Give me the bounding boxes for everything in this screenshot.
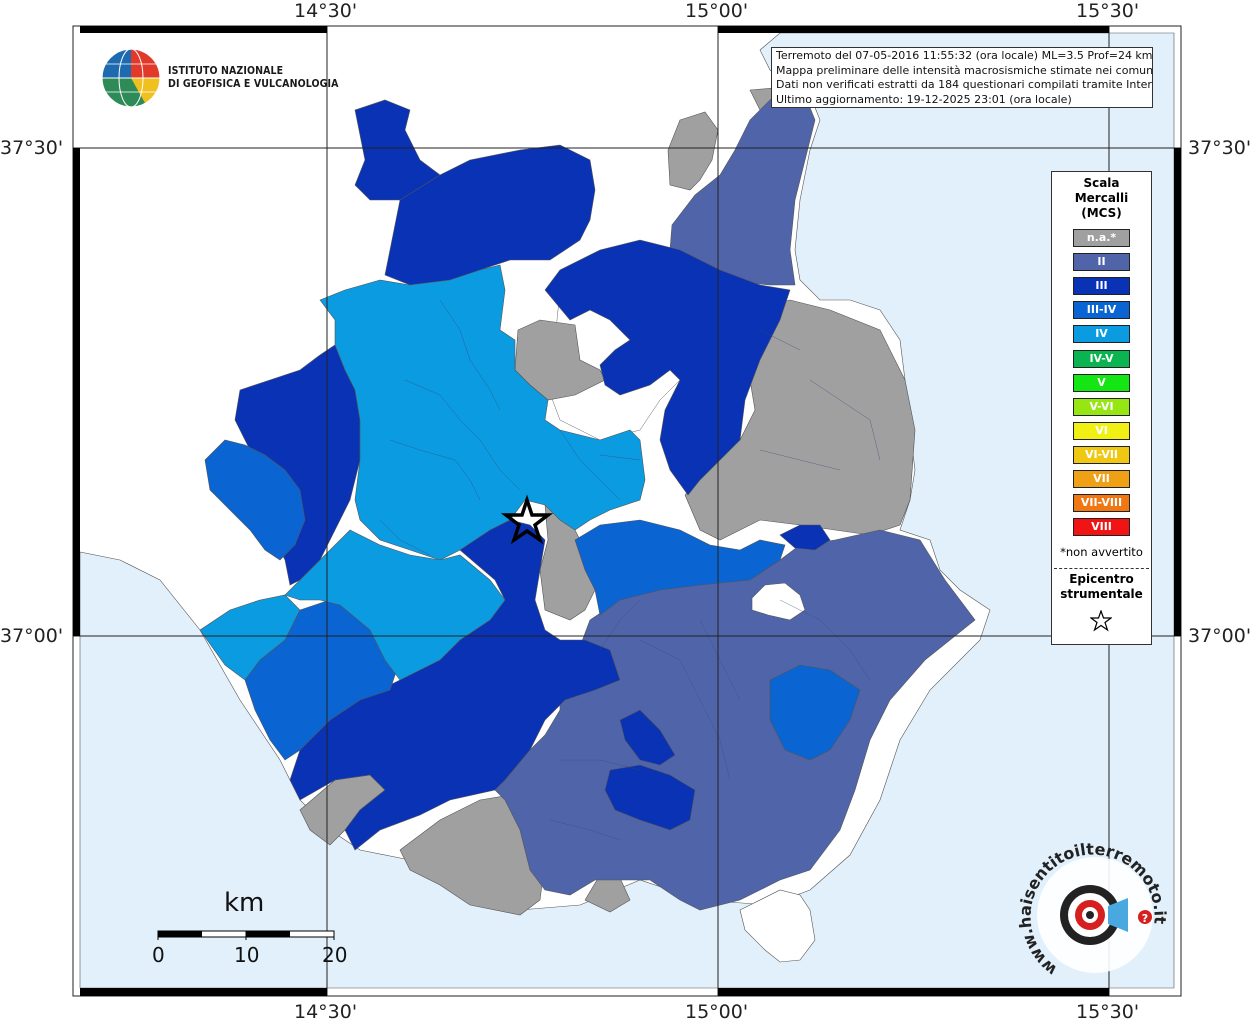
- sea-east: [79, 32, 1175, 989]
- lon-label-bottom-1: 14°30': [294, 1001, 358, 1023]
- region-iii: [544, 239, 791, 496]
- watermark-question-mark: ?: [1142, 912, 1148, 925]
- scale-label-20: 20: [322, 943, 348, 967]
- legend-swatch: II: [1073, 253, 1130, 272]
- region-iv: [199, 594, 301, 681]
- region-iv: [319, 264, 646, 561]
- legend-swatch: IV-V: [1073, 349, 1130, 368]
- legend-separator: [1054, 568, 1149, 569]
- legend-swatch: VII-VIII: [1073, 494, 1130, 513]
- legend-swatch: VII: [1073, 470, 1130, 488]
- region-na: [667, 111, 719, 191]
- lake: [751, 582, 806, 621]
- institute-name-line1: ISTITUTO NAZIONALE: [168, 64, 284, 77]
- legend-swatch: III-IV: [1073, 301, 1130, 320]
- lat-label-right-1: 37°30': [1188, 137, 1252, 159]
- legend-swatch: VI-VII: [1073, 445, 1130, 464]
- event-info-line1: Terremoto del 07-05-2016 11:55:32 (ora l…: [776, 49, 1153, 62]
- region-iii-iv: [769, 664, 861, 761]
- legend-swatch: VI: [1073, 421, 1130, 440]
- legend-swatch: III: [1073, 277, 1130, 296]
- scale-label-10: 10: [234, 943, 260, 967]
- legend-title-line1: Scala: [1083, 176, 1120, 190]
- legend-epicenter-line2: strumentale: [1060, 587, 1143, 601]
- scale-label-0: 0: [152, 943, 165, 967]
- frame-bars: [73, 26, 1181, 996]
- legend-swatch: V-VI: [1073, 397, 1130, 416]
- legend-title: Scala Mercalli (MCS): [1052, 176, 1151, 221]
- region-iv: [284, 529, 506, 681]
- legend-title-line2: Mercalli: [1074, 191, 1129, 205]
- lon-label-top-1: 14°30': [294, 0, 358, 22]
- lat-label-right-2: 37°00': [1188, 625, 1252, 647]
- scale-unit: km: [224, 888, 265, 918]
- ingv-logo-icon: [101, 48, 161, 108]
- region-iii: [384, 144, 596, 286]
- scale-bar: [157, 930, 335, 940]
- legend-title-line3: (MCS): [1081, 206, 1122, 220]
- institute-name: ISTITUTO NAZIONALE DI GEOFISICA E VULCAN…: [168, 64, 338, 90]
- legend-swatch: IV: [1073, 325, 1130, 344]
- region-iii: [619, 709, 676, 766]
- lon-label-top-2: 15°00': [685, 0, 749, 22]
- region-iii-iv: [574, 519, 786, 616]
- lon-label-bottom-2: 15°00': [685, 1001, 749, 1023]
- legend-swatch: VIII: [1073, 518, 1130, 537]
- municipal-boundaries: [379, 299, 881, 841]
- region-iii: [779, 524, 831, 551]
- epicenter-star: [500, 494, 554, 545]
- legend-star-icon: [1090, 610, 1112, 632]
- legend-epicenter-label: Epicentro strumentale: [1052, 572, 1151, 602]
- lon-label-bottom-3: 15°30': [1076, 1001, 1140, 1023]
- event-info-line3: Dati non verificati estratti da 184 ques…: [776, 78, 1153, 91]
- legend-epicenter-line1: Epicentro: [1069, 572, 1134, 586]
- legend-swatch: n.a.*: [1073, 229, 1130, 247]
- region-iii-iv: [204, 439, 306, 561]
- region-iii: [604, 764, 696, 831]
- event-info-box: Terremoto del 07-05-2016 11:55:32 (ora l…: [771, 47, 1153, 108]
- event-info-line4: Ultimo aggiornamento: 19-12-2025 23:01 (…: [776, 92, 1072, 106]
- event-info-line2: Mappa preliminare delle intensità macros…: [776, 63, 1153, 77]
- lat-label-left-2: 37°00': [0, 625, 64, 647]
- intensity-legend: Scala Mercalli (MCS) n.a.* II III III-IV IV I…: [1051, 171, 1152, 645]
- lon-label-top-3: 15°30': [1076, 0, 1140, 22]
- legend-swatch: V: [1073, 373, 1130, 392]
- legend-note: *non avvertito: [1060, 545, 1143, 559]
- land-unreported: [739, 889, 816, 963]
- institute-name-line2: DI GEOFISICA E VULCANOLOGIA: [168, 77, 339, 90]
- lat-label-left-1: 37°30': [0, 137, 64, 159]
